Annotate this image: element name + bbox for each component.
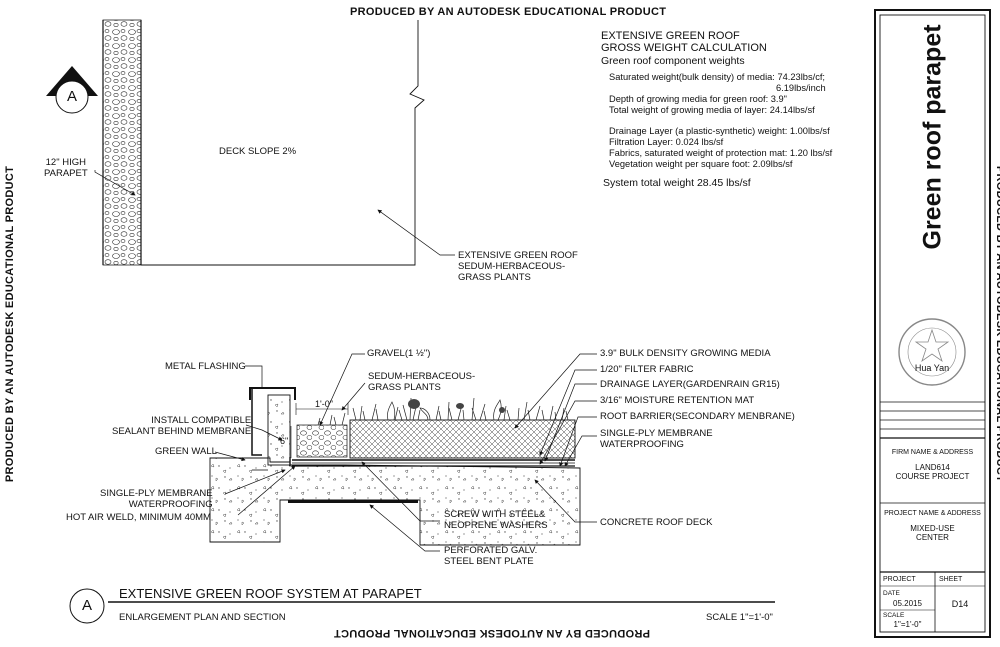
- drawing-title: EXTENSIVE GREEN ROOF SYSTEM AT PARAPET: [119, 586, 422, 601]
- calc-total: System total weight 28.45 lbs/sf: [603, 177, 751, 189]
- seal-name: Hua Yan: [914, 363, 950, 373]
- parapet-label: 12" HIGH PARAPET: [44, 157, 88, 179]
- dim-6in: 6": [280, 436, 289, 446]
- label-membrane-right: SINGLE-PLY MEMBRANE WATERPROOFING: [600, 428, 713, 450]
- plan-plants-label: EXTENSIVE GREEN ROOF SEDUM-HERBACEOUS- G…: [458, 250, 578, 283]
- calc-subtitle: Green roof component weights: [601, 55, 745, 67]
- label-membrane-left: SINGLE-PLY MEMBRANE WATERPROOFING: [100, 488, 213, 510]
- scale-value: 1"=1'-0": [893, 620, 922, 629]
- firm-line-1: LAND614: [915, 463, 950, 472]
- label-install-sealant: INSTALL COMPATIBLE SEALANT BEHIND MEMBRA…: [112, 415, 252, 437]
- sheet-value: D14: [951, 599, 969, 609]
- plan-marker-a: A: [66, 88, 77, 105]
- parapet-plan: [102, 19, 142, 266]
- dim-1ft: 1'-0": [315, 399, 333, 409]
- registration-seal: [898, 318, 966, 386]
- date-value: 05.2015: [893, 599, 922, 608]
- label-perforated: PERFORATED GALV. STEEL BENT PLATE: [444, 545, 538, 567]
- calc-title-1: EXTENSIVE GREEN ROOF: [601, 30, 740, 42]
- drawing-subtitle: ENLARGEMENT PLAN AND SECTION: [119, 612, 286, 623]
- calc-line-1b: 6.19lbs/inch: [776, 83, 826, 93]
- sheet-title: Green roof parapet: [918, 24, 947, 250]
- sheet-label: SHEET: [939, 576, 963, 583]
- calc-title-2: GROSS WEIGHT CALCULATION: [601, 42, 767, 54]
- calc-line-2: Depth of growing media for green roof: 3…: [609, 94, 787, 104]
- calc-line-7: Vegetation weight per square foot: 2.09l…: [609, 159, 793, 169]
- deck-slope-label: DECK SLOPE 2%: [219, 146, 297, 157]
- drawing-scale: SCALE 1"=1'-0": [706, 612, 773, 623]
- label-concrete-deck: CONCRETE ROOF DECK: [600, 517, 713, 528]
- label-sedum: SEDUM-HERBACEOUS- GRASS PLANTS: [368, 371, 476, 393]
- calc-line-5: Filtration Layer: 0.024 lbs/sf: [609, 137, 724, 147]
- project-label: PROJECT: [883, 576, 916, 583]
- watermark-top: PRODUCED BY AN AUTODESK EDUCATIONAL PROD…: [350, 6, 667, 18]
- firm-header: FIRM NAME & ADDRESS: [891, 449, 974, 456]
- label-green-wall: GREEN WALL: [155, 446, 217, 457]
- date-label: DATE: [883, 590, 900, 597]
- label-hot-air-weld: HOT AIR WELD, MINIMUM 40MM: [66, 512, 211, 523]
- growing-media: [349, 419, 576, 459]
- calc-line-3: Total weight of growing media of layer: …: [609, 105, 815, 115]
- scale-label: SCALE: [883, 612, 905, 619]
- label-moisture: 3/16" MOISTURE RETENTION MAT: [600, 395, 755, 406]
- firm-line-2: COURSE PROJECT: [895, 472, 970, 481]
- label-filter-fabric: 1/20" FILTER FABRIC: [600, 364, 694, 375]
- calc-line-1: Saturated weight(bulk density) of media:…: [609, 72, 826, 82]
- project-line-1: MIXED-USE: [910, 524, 955, 533]
- calc-line-4: Drainage Layer (a plastic-synthetic) wei…: [609, 126, 830, 136]
- label-gravel: GRAVEL(1 ½"): [367, 348, 431, 359]
- label-metal-flashing: METAL FLASHING: [165, 361, 246, 372]
- calc-line-6: Fabrics, saturated weight of protection …: [609, 148, 833, 158]
- project-header: PROJECT NAME & ADDRESS: [884, 510, 981, 517]
- vegetation: [317, 397, 569, 426]
- label-root-barrier: ROOT BARRIER(SECONDARY MENBRANE): [600, 411, 795, 422]
- label-growing-media: 3.9" BULK DENSITY GROWING MEDIA: [600, 348, 771, 359]
- label-screw: SCREW WITH STEEL& NEOPRENE WASHERS: [444, 509, 548, 531]
- footer-marker-a: A: [81, 597, 92, 614]
- project-line-2: CENTER: [916, 533, 949, 542]
- label-drainage: DRAINAGE LAYER(GARDENRAIN GR15): [600, 379, 780, 390]
